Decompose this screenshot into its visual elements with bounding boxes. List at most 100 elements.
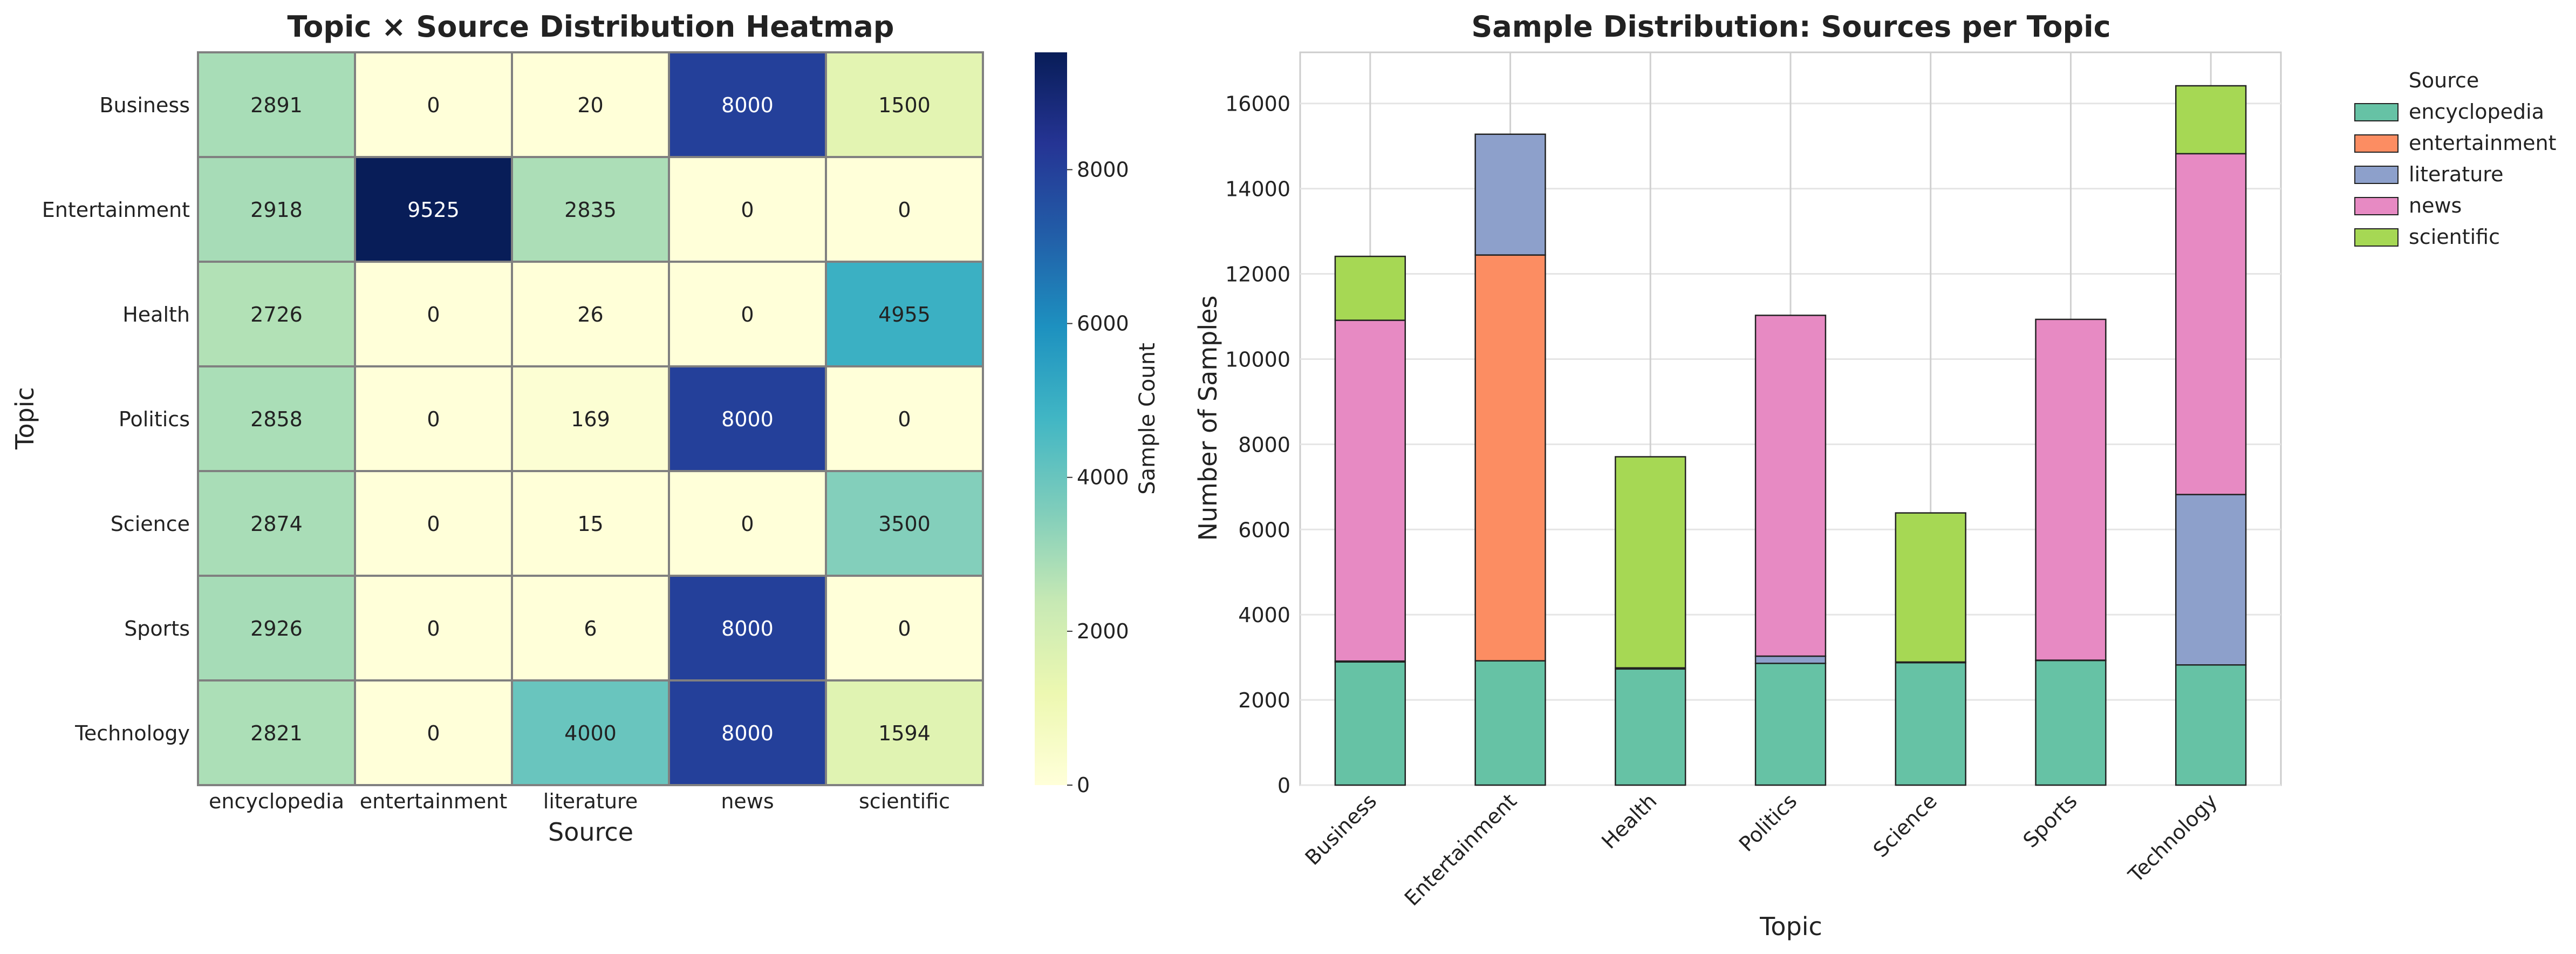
heatmap-cell	[354, 261, 513, 367]
legend-items: encyclopedia entertainment literature news s…	[2354, 100, 2557, 249]
heatmap-cell	[511, 575, 670, 682]
heatmap-cell-value: 0	[741, 512, 754, 536]
heatmap-cell-value: 0	[741, 198, 754, 222]
bars	[1334, 85, 2247, 786]
heatmap-column-label: entertainment	[360, 789, 508, 813]
heatmap-cell-value: 2918	[250, 198, 303, 222]
heatmap-cell-value: 0	[898, 617, 911, 640]
heatmap-cell	[668, 679, 827, 786]
heatmap-cell-value: 2874	[250, 512, 303, 536]
y-tick-label: 6000	[1238, 518, 1290, 542]
colorbar-tick-label: 2000	[1077, 619, 1129, 643]
legend-label: literature	[2409, 162, 2503, 186]
heatmap-cell-value: 2926	[250, 617, 303, 640]
heatmap-cell-value: 2891	[250, 93, 303, 117]
bar-segment-scientific	[1895, 512, 1966, 663]
heatmap-cell-value: 4000	[564, 721, 617, 745]
colorbar-tick-label: 0	[1077, 773, 1090, 797]
legend-label: scientific	[2409, 225, 2500, 249]
heatmap-cell	[825, 261, 984, 367]
y-tick-label: 14000	[1225, 178, 1290, 201]
y-tick-label: 0	[1277, 774, 1290, 798]
y-tick-label: 10000	[1225, 347, 1290, 371]
heatmap-cell-value: 0	[427, 721, 440, 745]
heatmap-column-label: scientific	[859, 789, 950, 813]
heatmap-column-labels: encyclopedia entertainment literature news s…	[209, 789, 950, 813]
y-tick-label: 12000	[1225, 263, 1290, 287]
legend-label: encyclopedia	[2409, 100, 2544, 124]
heatmap-cell-value: 8000	[721, 407, 774, 431]
bar-segment-entertainment	[1474, 254, 1546, 662]
heatmap-title: Topic × Source Distribution Heatmap	[288, 10, 894, 44]
heatmap-cell	[668, 261, 827, 367]
colorbar-label: Sample Count	[1135, 343, 1160, 494]
colorbar-tick-label: 6000	[1077, 312, 1129, 336]
colorbar-gradient	[1035, 52, 1067, 785]
legend-swatch	[2354, 103, 2399, 121]
heatmap-cell	[668, 51, 827, 158]
heatmap-cell-value: 2858	[250, 407, 303, 431]
y-tick-label: 2000	[1238, 689, 1290, 712]
heatmap-row-label: Politics	[119, 407, 190, 431]
bar-segment-literature	[2175, 494, 2247, 666]
bar-segment-encyclopedia	[1474, 660, 1546, 786]
heatmap-row-label: Business	[99, 93, 190, 117]
heatmap-cell-value: 1594	[878, 721, 931, 745]
bar-segment-literature	[1474, 133, 1546, 256]
heatmap-y-axis-label: Topic	[10, 387, 39, 450]
heatmap-cell-value: 8000	[721, 93, 774, 117]
y-tick-labels: 0 2000 4000 6000 8000 10000 12000 14000 16000	[1225, 92, 1290, 798]
legend-swatch	[2354, 134, 2399, 153]
heatmap-cell-value: 0	[898, 198, 911, 222]
bar-segment-literature	[1754, 655, 1827, 664]
heatmap-cell-value: 4955	[878, 303, 931, 326]
heatmap-cell-value: 0	[427, 512, 440, 536]
bar-segment-encyclopedia	[1615, 668, 1686, 786]
heatmap-cell	[354, 679, 513, 786]
heatmap-cell-value: 2821	[250, 721, 303, 745]
heatmap-cell-value: 0	[427, 407, 440, 431]
heatmap-cell	[825, 51, 984, 158]
heatmap-column-label: encyclopedia	[209, 789, 344, 813]
heatmap-panel: Topic × Source Distribution Heatmap 2891…	[10, 10, 984, 847]
heatmap-row-label: Health	[122, 303, 190, 326]
heatmap-cell-value: 0	[427, 617, 440, 640]
legend-swatch	[2354, 197, 2399, 215]
heatmap-cell-value: 8000	[721, 617, 774, 640]
heatmap-cell	[825, 470, 984, 577]
heatmap-cell	[511, 365, 670, 472]
bar-segment-encyclopedia	[1754, 663, 1827, 786]
colorbar-tick-label: 8000	[1077, 158, 1129, 181]
heatmap-cell-value: 0	[427, 93, 440, 117]
heatmap-cell	[825, 575, 984, 682]
heatmap-cell	[511, 679, 670, 786]
heatmap-cell-value: 2835	[564, 198, 617, 222]
heatmap-cell-value: 20	[577, 93, 603, 117]
heatmap-cell-value: 6	[584, 617, 597, 640]
heatmap-cell-value: 0	[898, 407, 911, 431]
bar-segment-scientific	[2175, 85, 2247, 155]
heatmap-row-label: Sports	[124, 617, 190, 640]
bar-segment-news	[2175, 153, 2247, 495]
y-tick-label: 16000	[1225, 92, 1290, 116]
legend-label: news	[2409, 194, 2462, 217]
heatmap-cell	[354, 575, 513, 682]
bar-panel: Sample Distribution: Sources per Topic 0…	[1193, 10, 2282, 941]
heatmap-cell	[354, 156, 513, 263]
heatmap-cell	[825, 365, 984, 472]
heatmap-cell	[197, 679, 356, 786]
heatmap-cell-value: 15	[577, 512, 603, 536]
bar-segment-encyclopedia	[1334, 661, 1406, 786]
heatmap-row-label: Technology	[74, 721, 190, 745]
bar-x-axis-label: Topic	[1759, 912, 1822, 941]
heatmap-cell-value: 2726	[250, 303, 303, 326]
heatmap-cell-value: 26	[577, 303, 603, 326]
heatmap-cell	[511, 156, 670, 263]
legend-swatch	[2354, 166, 2399, 184]
bar-segment-encyclopedia	[2035, 659, 2107, 786]
legend: Source encyclopedia entertainment literatu…	[2354, 69, 2557, 249]
heatmap-column-label: literature	[543, 789, 638, 813]
heatmap-cell	[197, 470, 356, 577]
